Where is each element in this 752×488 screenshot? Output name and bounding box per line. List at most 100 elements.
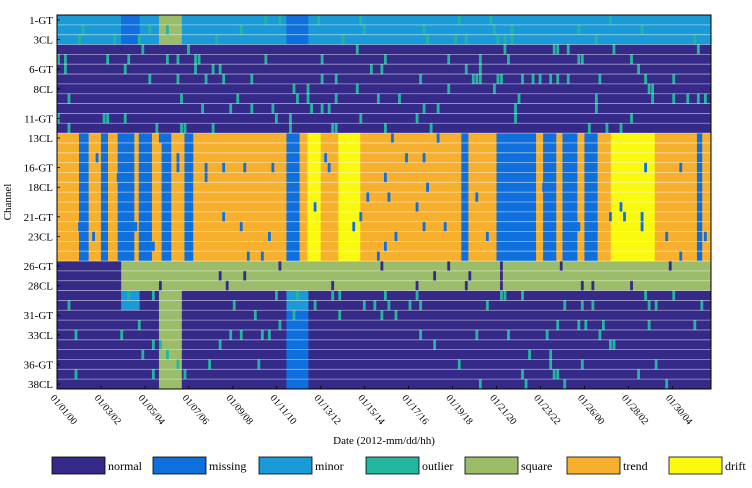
- cell-noise-ch20-missing: [313, 202, 317, 213]
- cell-noise-ch12-outlier: [155, 123, 159, 134]
- cell-segment-ch20-missing: [78, 202, 89, 213]
- y-axis-title: Channel: [2, 184, 14, 221]
- cell-segment-ch23-missing: [138, 231, 152, 242]
- cell-noise-ch10-outlier: [327, 103, 331, 114]
- cell-noise-ch26-normal: [380, 261, 384, 272]
- cell-row-ch36-normal: [57, 359, 711, 370]
- x-tick-label: 01/07/06: [180, 393, 211, 427]
- cell-noise-ch34-outlier: [158, 339, 162, 350]
- cell-segment-ch23-missing: [161, 231, 172, 242]
- cell-noise-ch21-missing: [640, 211, 644, 222]
- cell-segment-ch32-square: [158, 320, 182, 331]
- cell-noise-ch33-outlier: [475, 329, 479, 341]
- y-tick-label: 36-GT: [24, 359, 54, 371]
- cell-segment-ch15-missing: [696, 152, 703, 163]
- cell-noise-ch22-missing: [577, 221, 581, 232]
- cell-noise-ch4-outlier: [503, 44, 507, 55]
- cell-segment-ch22-missing: [78, 221, 89, 232]
- cell-segment-ch21-missing: [543, 211, 557, 222]
- cell-segment-ch15-missing: [117, 152, 135, 163]
- cell-noise-ch9-outlier: [376, 93, 380, 104]
- x-tick-label: 01/30/04: [663, 393, 694, 427]
- cell-row-ch8-normal: [57, 83, 711, 95]
- cell-noise-ch29-outlier: [672, 290, 676, 301]
- x-tick-label: 01/15/14: [355, 393, 386, 427]
- cell-noise-ch22-missing: [134, 221, 138, 232]
- cell-noise-ch13-missing: [158, 133, 162, 144]
- cell-noise-ch27-normal: [433, 270, 437, 282]
- cell-segment-ch23-drift: [338, 231, 361, 242]
- cell-noise-ch20-missing: [166, 202, 169, 213]
- cell-segment-ch17-drift: [610, 172, 655, 183]
- cell-segment-ch15-missing: [461, 152, 469, 163]
- cell-segment-ch21-missing: [138, 211, 152, 222]
- cell-segment-ch19-missing: [584, 192, 598, 203]
- cell-segment-ch20-missing: [286, 202, 300, 213]
- cell-noise-ch7-outlier: [222, 74, 226, 85]
- cell-segment-ch19-missing: [78, 192, 89, 203]
- cell-noise-ch32-outlier: [137, 320, 141, 331]
- cell-segment-ch21-missing: [562, 211, 578, 222]
- cell-noise-ch1-outlier: [278, 15, 282, 26]
- cell-noise-ch27-normal: [468, 270, 472, 282]
- cell-segment-ch30-square: [158, 300, 182, 311]
- cell-noise-ch14-missing: [190, 142, 194, 154]
- y-tick-label: 18CL: [28, 182, 53, 194]
- cell-segment-ch25-missing: [496, 251, 537, 262]
- cell-segment-ch14-missing: [461, 142, 469, 154]
- cell-noise-ch16-missing: [327, 162, 331, 173]
- cell-noise-ch30-outlier: [591, 300, 595, 311]
- cell-noise-ch8-outlier: [651, 83, 655, 95]
- cell-noise-ch37-outlier: [521, 369, 524, 380]
- cell-segment-ch17-missing: [161, 172, 172, 183]
- cell-noise-ch3-outlier: [113, 34, 117, 45]
- cell-segment-ch16-missing: [138, 162, 152, 173]
- cell-segment-ch16-missing: [543, 162, 557, 173]
- cell-segment-ch15-missing: [138, 152, 152, 163]
- cell-noise-ch18-missing: [542, 182, 546, 193]
- cell-segment-ch13-missing: [461, 133, 469, 144]
- cell-noise-ch29-outlier: [521, 290, 524, 301]
- cell-row-ch1-minor: [57, 15, 711, 26]
- cell-noise-ch10-outlier: [201, 103, 204, 114]
- cell-segment-ch13-missing: [696, 133, 703, 144]
- cell-noise-ch7-outlier: [556, 74, 560, 85]
- cell-segment-ch20-missing: [117, 202, 135, 213]
- y-axis-ticks: 1-GT 3CL 6-GT 8CL 11-GT 13CL 16-GT 18CL 21-GT 23C…: [24, 15, 60, 391]
- cell-segment-ch36-missing: [286, 359, 309, 370]
- cell-noise-ch33-outlier: [419, 329, 422, 341]
- cell-segment-ch35-square: [158, 349, 182, 360]
- cell-noise-ch5-outlier: [264, 54, 268, 65]
- cell-noise-ch6-outlier: [478, 64, 482, 75]
- cell-noise-ch9-outlier: [334, 93, 338, 104]
- cell-segment-ch22-missing: [461, 221, 469, 232]
- cell-row-ch30-normal: [57, 300, 711, 311]
- cell-noise-ch5-outlier: [197, 54, 201, 65]
- cell-noise-ch3-outlier: [341, 34, 345, 45]
- legend-label-minor: minor: [315, 459, 344, 473]
- cell-segment-ch23-missing: [286, 231, 300, 242]
- x-axis-ticks: 01/01/00 01/03/02 01/05/04 01/07/06 01/09/08…: [48, 386, 694, 427]
- cell-noise-ch7-outlier: [176, 74, 180, 85]
- cell-noise-ch35-outlier: [141, 349, 145, 360]
- cell-noise-ch17-missing: [116, 172, 120, 183]
- cell-noise-ch15-missing: [324, 152, 328, 163]
- cell-segment-ch29-minor: [121, 290, 140, 301]
- legend-label-outlier: outlier: [422, 459, 453, 473]
- cell-noise-ch9-outlier: [703, 93, 707, 104]
- cell-segment-ch21-missing: [161, 211, 172, 222]
- cell-noise-ch31-outlier: [380, 310, 384, 321]
- cell-noise-ch26-normal: [447, 261, 451, 272]
- cell-noise-ch37-outlier: [151, 369, 155, 380]
- cell-noise-ch16-missing: [204, 162, 208, 173]
- cell-noise-ch30-outlier: [647, 300, 651, 311]
- cell-segment-ch30-minor: [286, 300, 309, 311]
- cell-segment-ch34-missing: [286, 339, 309, 350]
- cell-noise-ch34-outlier: [151, 339, 155, 350]
- x-tick-label: 01/26/00: [575, 393, 606, 427]
- cell-row-ch23-trend: [57, 231, 711, 242]
- cell-noise-ch29-outlier: [503, 290, 507, 301]
- cell-noise-ch16-missing: [243, 162, 247, 173]
- cell-noise-ch29-outlier: [331, 290, 335, 301]
- cell-noise-ch10-outlier: [250, 103, 254, 114]
